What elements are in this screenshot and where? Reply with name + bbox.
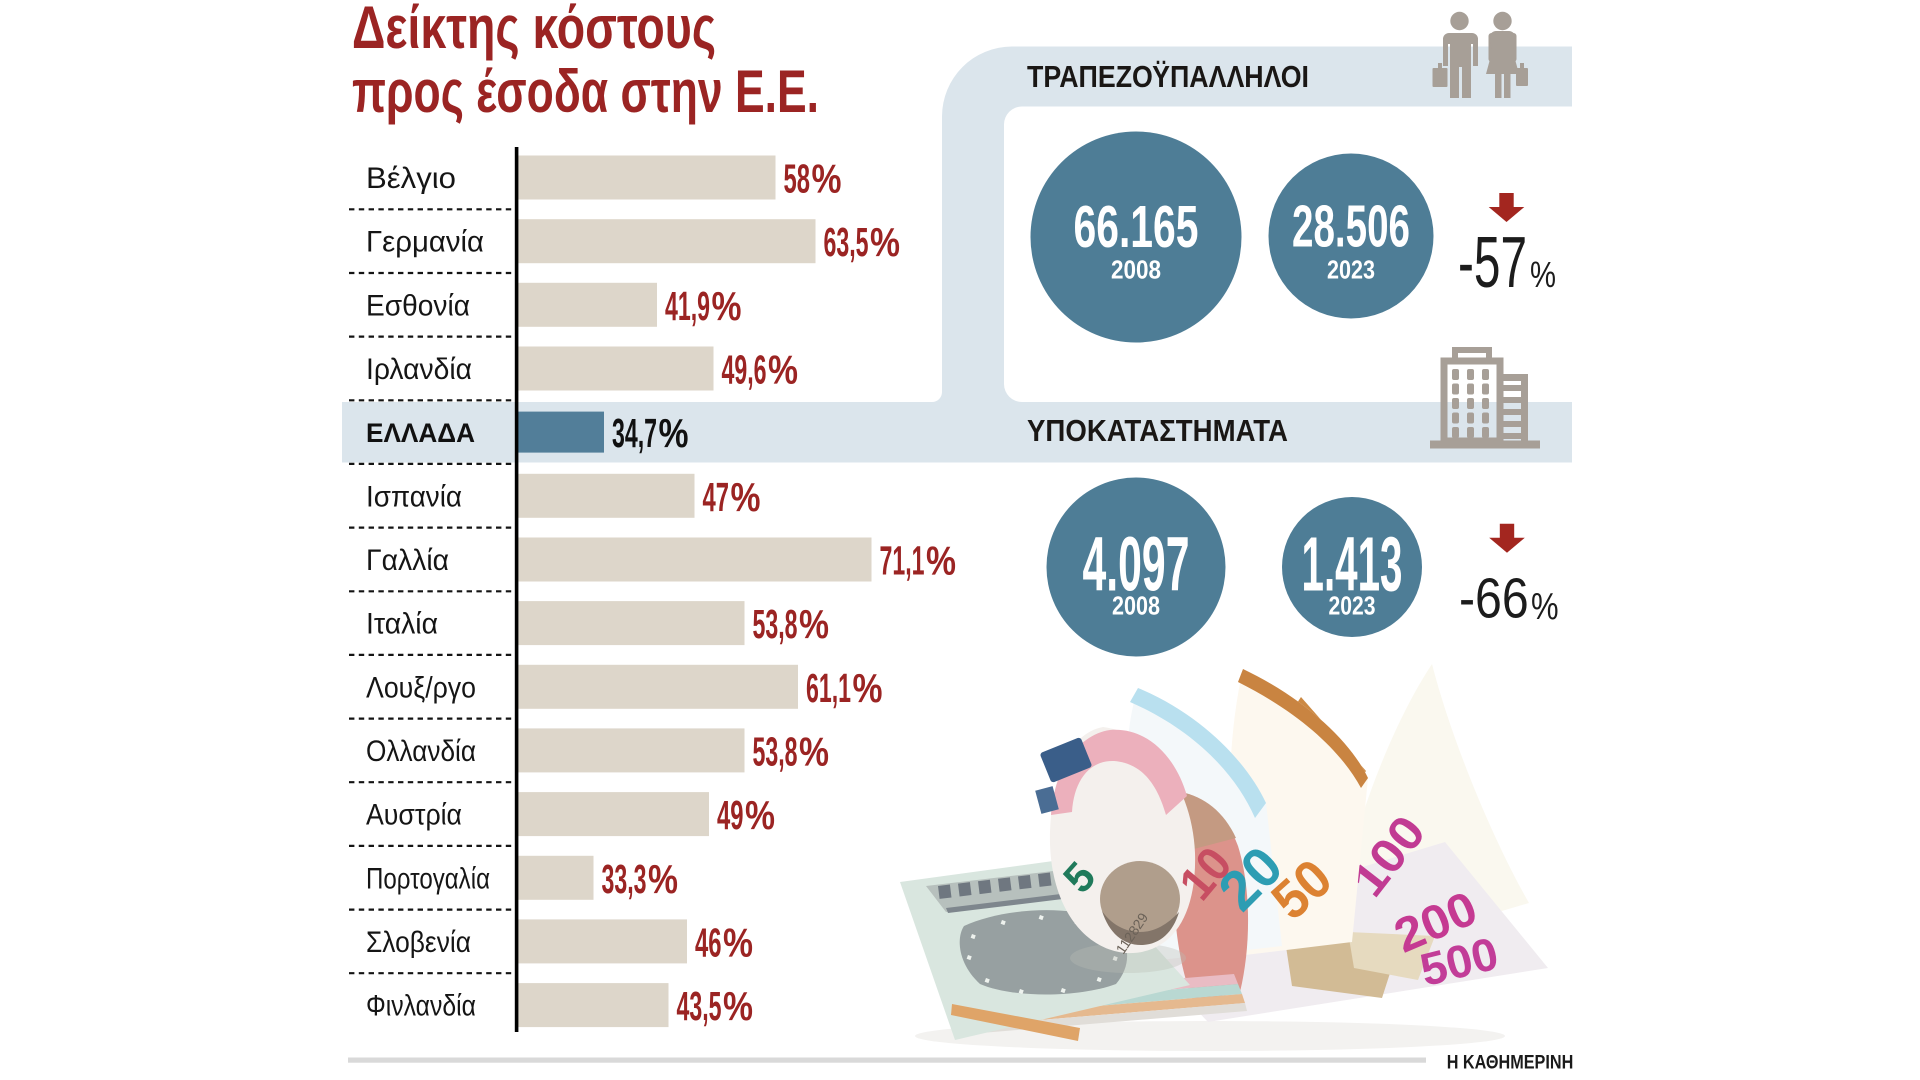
svg-text:%: % <box>926 538 956 584</box>
svg-text:58: 58 <box>784 156 811 202</box>
svg-text:71,1: 71,1 <box>880 538 925 584</box>
svg-text:%: % <box>745 792 775 838</box>
svg-text:41,9: 41,9 <box>665 283 710 329</box>
svg-text:Ιρλανδία: Ιρλανδία <box>366 353 472 386</box>
svg-text:Ολλανδία: Ολλανδία <box>366 735 476 768</box>
svg-text:Ιταλία: Ιταλία <box>366 608 438 641</box>
svg-text:%: % <box>1531 586 1559 628</box>
svg-text:Γερμανία: Γερμανία <box>366 226 484 259</box>
svg-text:43,5: 43,5 <box>677 983 722 1029</box>
svg-text:Η ΚΑΘΗΜΕΡΙΝΗ: Η ΚΑΘΗΜΕΡΙΝΗ <box>1447 1053 1574 1074</box>
svg-text:28.506: 28.506 <box>1292 194 1410 260</box>
svg-text:Σλοβενία: Σλοβενία <box>366 926 471 959</box>
svg-text:Ισπανία: Ισπανία <box>366 480 462 513</box>
svg-text:2008: 2008 <box>1111 255 1161 285</box>
svg-text:%: % <box>870 219 900 265</box>
svg-text:ΕΛΛΑΔΑ: ΕΛΛΑΔΑ <box>366 418 475 448</box>
svg-text:%: % <box>723 983 753 1029</box>
svg-text:47: 47 <box>703 474 730 520</box>
svg-text:61,1: 61,1 <box>806 665 851 711</box>
svg-text:53,8: 53,8 <box>753 728 798 774</box>
svg-text:%: % <box>853 665 883 711</box>
svg-text:%: % <box>712 283 742 329</box>
svg-text:34,7: 34,7 <box>612 410 657 456</box>
svg-text:%: % <box>768 347 798 393</box>
svg-text:%: % <box>648 856 678 902</box>
svg-text:ΥΠΟΚΑΤΑΣΤΗΜΑΤΑ: ΥΠΟΚΑΤΑΣΤΗΜΑΤΑ <box>1027 413 1288 448</box>
svg-text:%: % <box>812 156 842 202</box>
svg-text:53,8: 53,8 <box>753 601 798 647</box>
svg-text:%: % <box>799 728 829 774</box>
svg-text:2023: 2023 <box>1327 255 1375 285</box>
svg-text:Λουξ/ργο: Λουξ/ργο <box>366 671 476 704</box>
svg-text:Πορτογαλία: Πορτογαλία <box>366 862 490 895</box>
svg-text:Εσθονία: Εσθονία <box>366 289 470 322</box>
svg-text:63,5: 63,5 <box>824 219 869 265</box>
svg-text:%: % <box>799 601 829 647</box>
svg-text:Αυστρία: Αυστρία <box>366 799 462 832</box>
svg-text:66.165: 66.165 <box>1074 194 1199 260</box>
svg-text:%: % <box>723 919 753 965</box>
svg-text:%: % <box>659 410 689 456</box>
svg-text:%: % <box>731 474 761 520</box>
svg-text:49,6: 49,6 <box>722 347 767 393</box>
svg-text:2008: 2008 <box>1112 590 1160 620</box>
svg-text:1.413: 1.413 <box>1302 522 1403 608</box>
svg-text:%: % <box>1530 254 1556 295</box>
svg-text:Γαλλία: Γαλλία <box>366 544 449 577</box>
svg-text:ΤΡΑΠΕΖΟΫΠΑΛΛΗΛΟΙ: ΤΡΑΠΕΖΟΫΠΑΛΛΗΛΟΙ <box>1027 59 1309 94</box>
svg-text:Φινλανδία: Φινλανδία <box>366 990 476 1023</box>
svg-text:4.097: 4.097 <box>1083 522 1190 608</box>
svg-text:προς έσοδα στην Ε.Ε.: προς έσοδα στην Ε.Ε. <box>352 58 819 125</box>
svg-text:Βέλγιο: Βέλγιο <box>366 162 456 195</box>
svg-text:Δείκτης κόστους: Δείκτης κόστους <box>352 0 716 61</box>
svg-text:33,3: 33,3 <box>602 856 647 902</box>
svg-text:49: 49 <box>717 792 744 838</box>
svg-text:-66: -66 <box>1459 566 1529 630</box>
svg-text:-57: -57 <box>1458 223 1527 303</box>
svg-text:2023: 2023 <box>1329 590 1376 620</box>
svg-text:46: 46 <box>695 919 722 965</box>
